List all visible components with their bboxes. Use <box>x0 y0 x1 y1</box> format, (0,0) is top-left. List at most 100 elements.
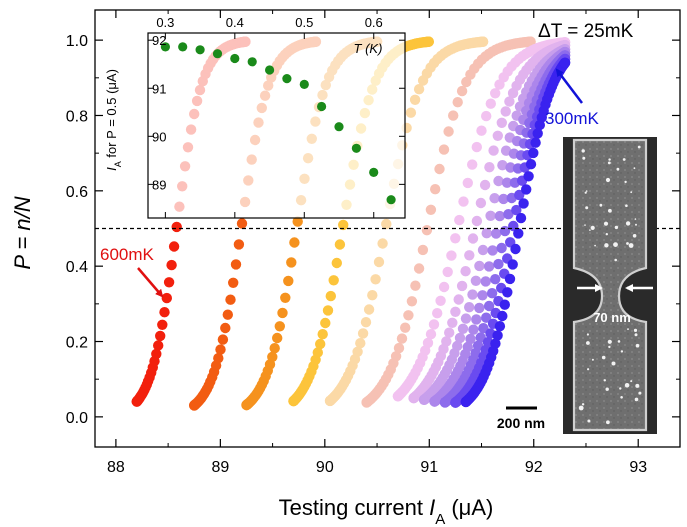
data-point <box>493 258 504 270</box>
data-point <box>496 242 507 254</box>
data-point <box>518 198 529 209</box>
data-point <box>393 342 405 354</box>
inset-y-tick-label: 91 <box>152 81 166 96</box>
data-point <box>477 290 488 301</box>
data-point <box>446 250 457 261</box>
y-tick-label: 0.6 <box>66 184 88 201</box>
data-point <box>151 348 162 360</box>
x-tick-label: 88 <box>107 459 125 476</box>
data-point <box>280 292 291 303</box>
y-tick-label: 0.4 <box>66 259 88 276</box>
data-point <box>289 237 300 248</box>
data-point <box>168 241 180 252</box>
data-point <box>444 327 455 338</box>
grain-dot <box>578 405 584 411</box>
data-point <box>502 287 513 298</box>
inset-x-tick-label: 0.6 <box>365 15 383 30</box>
grain-dot <box>606 420 610 425</box>
data-point <box>510 243 521 255</box>
inset-x-tick-label: 0.3 <box>156 15 174 30</box>
annotation-300mK: 300mK <box>545 109 600 128</box>
data-point <box>472 340 484 351</box>
data-point <box>488 145 499 156</box>
data-point <box>222 309 233 320</box>
data-point <box>474 302 485 314</box>
grain-dot <box>626 242 629 245</box>
x-tick-label: 93 <box>629 459 647 476</box>
inset-data-point <box>247 57 257 67</box>
data-point <box>448 110 459 121</box>
data-point <box>500 145 512 156</box>
grain-dot <box>608 158 611 161</box>
x-axis-label: Testing current IA (μA) <box>279 495 494 527</box>
grain-dot <box>584 224 586 226</box>
data-point <box>452 97 463 108</box>
inset-y-tick-label: 90 <box>152 129 166 144</box>
data-point <box>507 259 518 270</box>
data-point <box>477 36 489 47</box>
grain-dots <box>578 145 642 425</box>
data-point <box>233 239 245 250</box>
temperature-step-label: ΔT = 25mK <box>538 21 634 42</box>
data-point <box>338 219 349 231</box>
inset-data-point <box>351 143 361 153</box>
data-point <box>441 336 452 347</box>
data-point <box>283 275 294 287</box>
data-point <box>497 310 508 322</box>
grain-dot <box>607 339 612 344</box>
grain-dot <box>594 244 596 247</box>
grain-dot <box>630 191 633 194</box>
data-point <box>331 257 342 269</box>
data-point <box>272 332 283 344</box>
data-point <box>478 323 489 334</box>
grain-dot <box>637 145 641 149</box>
data-point <box>462 177 473 189</box>
inset-y-tick-label: 92 <box>152 33 166 48</box>
data-point <box>471 141 482 153</box>
grain-dot <box>586 333 590 336</box>
data-point <box>442 266 453 278</box>
data-point <box>413 263 425 274</box>
grain-dot <box>619 387 622 390</box>
data-point <box>494 321 506 332</box>
inset-x-tick-label: 0.5 <box>295 15 313 30</box>
inset-ticks-layer: 0.3 0.4 0.5 0.6 89 90 91 92 <box>148 15 405 218</box>
inset-data-point <box>369 167 379 177</box>
data-point <box>322 305 334 316</box>
data-point <box>500 106 511 117</box>
data-point <box>320 317 331 329</box>
data-point <box>438 281 450 293</box>
inset-data-point <box>299 79 309 89</box>
inset-data-point <box>282 74 292 84</box>
data-point <box>492 130 503 141</box>
y-tick-label: 1.0 <box>66 33 88 50</box>
series-300mK <box>460 57 571 408</box>
data-point <box>532 128 543 139</box>
data-point <box>410 280 421 291</box>
inset-data-point <box>230 53 240 64</box>
data-point <box>381 218 392 230</box>
x-tick-label: 90 <box>316 459 334 476</box>
data-point <box>528 147 539 159</box>
data-point <box>465 333 476 345</box>
data-point <box>370 274 381 285</box>
data-point <box>454 332 466 344</box>
data-point <box>228 277 239 288</box>
grain-dot <box>624 180 627 184</box>
grain-dot <box>622 158 626 161</box>
data-point <box>504 96 515 107</box>
grain-dot <box>625 204 628 207</box>
data-point <box>159 307 170 318</box>
data-point <box>274 321 285 332</box>
grain-dot <box>628 243 634 248</box>
data-point <box>501 177 513 188</box>
data-point <box>269 343 280 354</box>
data-point <box>462 341 473 353</box>
grain-dot <box>608 208 612 213</box>
inset-background <box>148 33 405 218</box>
x-tick-label: 89 <box>211 459 229 476</box>
data-point <box>476 125 487 136</box>
data-point <box>467 289 478 300</box>
grain-dot <box>590 225 595 230</box>
grain-dot <box>620 396 623 399</box>
